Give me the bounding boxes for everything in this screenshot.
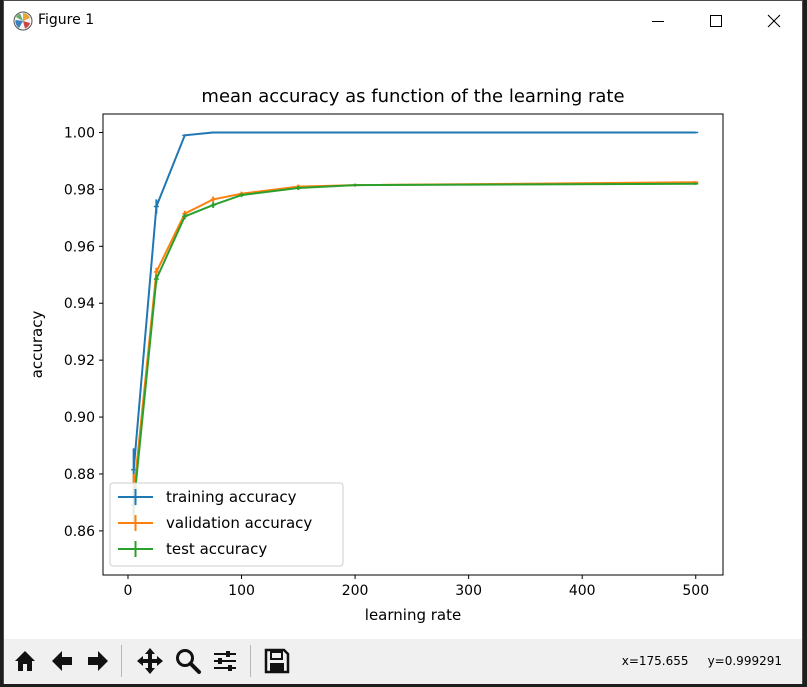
title-bar[interactable]: Figure 1 — [4, 1, 802, 41]
x-axis-label: learning rate — [365, 606, 461, 624]
x-tick-label: 500 — [682, 583, 709, 599]
x-tick-label: 400 — [569, 583, 596, 599]
forward-button[interactable] — [82, 644, 114, 678]
back-button[interactable] — [46, 644, 78, 678]
minimize-icon — [652, 21, 664, 22]
maximize-button[interactable] — [687, 1, 745, 41]
line-chart: mean accuracy as function of the learnin… — [28, 86, 724, 624]
y-tick-label: 0.88 — [64, 467, 95, 483]
x-tick-label: 100 — [228, 583, 255, 599]
close-icon — [767, 14, 781, 28]
close-button[interactable] — [745, 1, 803, 41]
configure-subplots-button[interactable] — [209, 644, 241, 678]
y-tick-label: 1.00 — [64, 125, 95, 141]
x-tick-label: 300 — [455, 583, 482, 599]
series-3 — [131, 182, 699, 523]
forward-arrow-icon — [88, 651, 108, 671]
legend-box — [109, 482, 344, 567]
y-tick-label: 0.90 — [64, 410, 95, 426]
legend: training accuracy validation accuracy test… — [109, 482, 344, 567]
toolbar-separator — [121, 645, 122, 677]
matplotlib-logo-icon — [13, 11, 33, 31]
toolbar-separator — [250, 645, 251, 677]
configure-subplots-icon — [214, 651, 236, 671]
x-tick-label: 0 — [124, 583, 133, 599]
save-button[interactable] — [261, 644, 293, 678]
home-icon — [15, 651, 35, 671]
coords-x: x=175.655 — [621, 654, 689, 668]
y-tick-label: 0.86 — [64, 524, 95, 540]
series-2 — [131, 181, 699, 514]
save-icon — [264, 648, 290, 674]
window-title: Figure 1 — [38, 12, 95, 28]
y-axis-label: accuracy — [28, 311, 46, 379]
y-tick-label: 0.98 — [64, 182, 95, 198]
cursor-coordinates: x=175.655 y=0.999291 — [622, 654, 782, 668]
plot-frame — [102, 113, 724, 576]
x-tick-label: 200 — [342, 583, 369, 599]
pan-icon — [137, 648, 163, 674]
y-tick-label: 0.92 — [64, 353, 95, 369]
coords-y: y=0.999291 — [707, 654, 782, 668]
series-line — [132, 131, 696, 470]
minimize-button[interactable] — [629, 1, 687, 41]
zoom-icon — [176, 649, 201, 674]
maximize-icon — [710, 15, 722, 27]
series-line — [132, 181, 696, 495]
home-button[interactable] — [9, 644, 41, 678]
zoom-button[interactable] — [172, 644, 204, 678]
back-arrow-icon — [52, 651, 72, 671]
y-tick-label: 0.94 — [64, 296, 95, 312]
legend-label: validation accuracy — [166, 514, 312, 532]
figure-window: Figure 1 mean accuracy as function of th… — [3, 0, 803, 684]
navigation-toolbar: x=175.655 y=0.999291 — [4, 639, 802, 684]
pan-button[interactable] — [134, 644, 166, 678]
figure-canvas[interactable]: mean accuracy as function of the learnin… — [4, 41, 802, 638]
series-line — [132, 182, 696, 506]
legend-label: training accuracy — [166, 488, 297, 506]
chart-title: mean accuracy as function of the learnin… — [201, 86, 624, 107]
legend-label: test accuracy — [166, 540, 267, 558]
y-tick-label: 0.96 — [64, 239, 95, 255]
series-1 — [131, 131, 699, 492]
